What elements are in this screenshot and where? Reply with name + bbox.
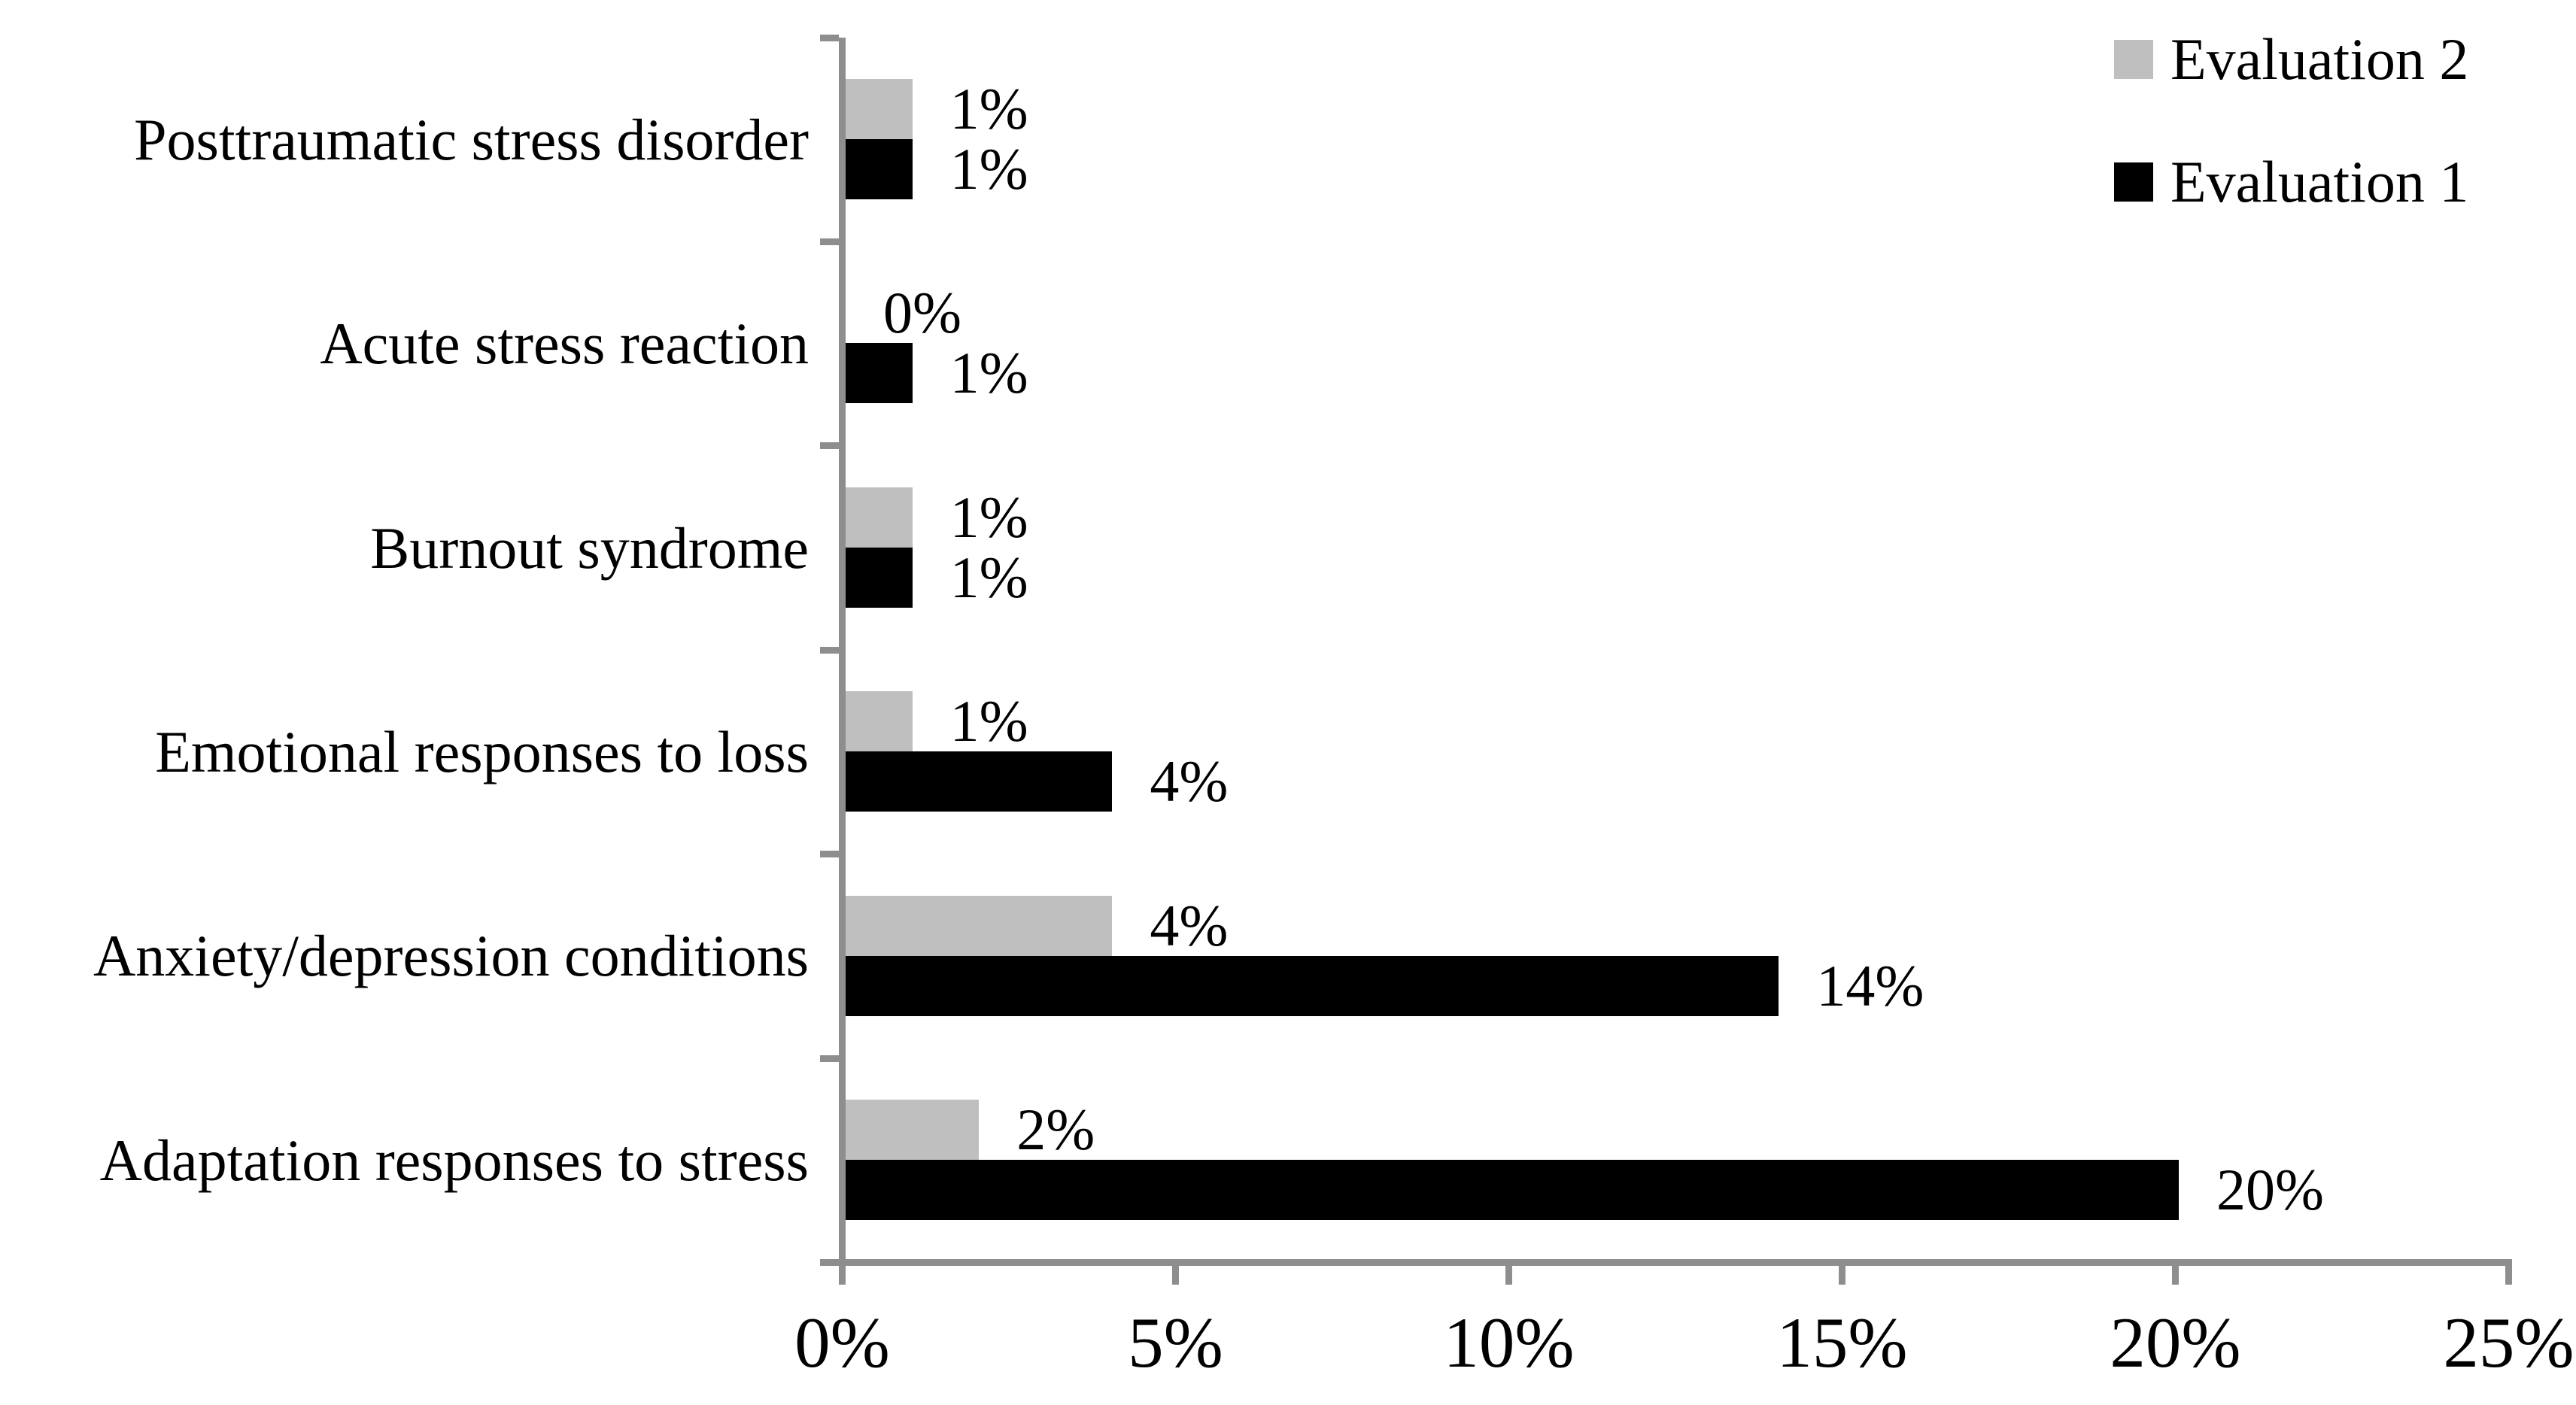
legend-label-evaluation-2: Evaluation 2 <box>2170 26 2469 92</box>
bar-segment <box>846 139 913 199</box>
bar-value-label: 1% <box>949 76 1028 141</box>
x-axis-tick <box>1839 1266 1845 1285</box>
x-tick-label: 20% <box>2110 1303 2241 1382</box>
bar-segment <box>846 487 913 548</box>
x-tick-label: 0% <box>794 1303 890 1382</box>
bar-segment <box>846 547 913 608</box>
x-axis-line <box>820 1259 2512 1266</box>
bar-value-label: 14% <box>1816 952 1924 1018</box>
category-label: Acute stress reaction <box>320 311 809 377</box>
category-label: Burnout syndrome <box>370 514 809 581</box>
bar-segment <box>846 79 913 139</box>
bar-value-label: 2% <box>1016 1097 1095 1163</box>
legend-swatch-evaluation-1 <box>2114 162 2153 202</box>
x-axis-tick <box>2172 1266 2179 1285</box>
category-label: Adaptation responses to stress <box>99 1127 809 1193</box>
y-axis-line <box>839 38 846 1285</box>
bar-segment <box>846 1100 980 1161</box>
y-axis-tick <box>820 238 839 245</box>
bar-value-label: 1% <box>949 688 1028 754</box>
bar-value-label: 1% <box>949 136 1028 202</box>
bar-value-label: 1% <box>949 544 1028 610</box>
bar-value-label: 1% <box>949 340 1028 406</box>
bar-value-label: 4% <box>1150 892 1229 958</box>
bar-segment <box>846 343 913 404</box>
y-axis-tick <box>820 442 839 449</box>
bar-segment <box>846 955 1779 1016</box>
legend-label-evaluation-1: Evaluation 1 <box>2170 149 2469 214</box>
y-axis-tick <box>820 35 839 41</box>
bar-value-label: 1% <box>949 484 1028 550</box>
x-axis-tick <box>1172 1266 1179 1285</box>
bar-segment <box>846 895 1113 956</box>
x-axis-tick <box>2505 1266 2512 1285</box>
bar-segment <box>846 751 1113 812</box>
bar-value-label: 0% <box>883 280 961 346</box>
x-axis-tick <box>839 1266 846 1285</box>
y-axis-tick <box>820 647 839 654</box>
category-label: Anxiety/depression conditions <box>93 923 809 989</box>
x-tick-label: 10% <box>1443 1303 1575 1382</box>
y-axis-tick <box>820 1055 839 1062</box>
category-label: Posttraumatic stress disorder <box>134 106 809 172</box>
bar-value-label: 20% <box>2216 1157 2324 1223</box>
bar-segment <box>846 1160 2179 1221</box>
bar-segment <box>846 691 913 752</box>
bar-value-label: 4% <box>1150 748 1229 815</box>
x-axis-tick <box>1505 1266 1512 1285</box>
category-label: Emotional responses to loss <box>155 718 809 784</box>
x-tick-label: 15% <box>1776 1303 1908 1382</box>
y-axis-tick <box>820 851 839 857</box>
x-tick-label: 5% <box>1128 1303 1223 1382</box>
legend-swatch-evaluation-2 <box>2114 40 2153 79</box>
x-tick-label: 25% <box>2443 1303 2574 1382</box>
